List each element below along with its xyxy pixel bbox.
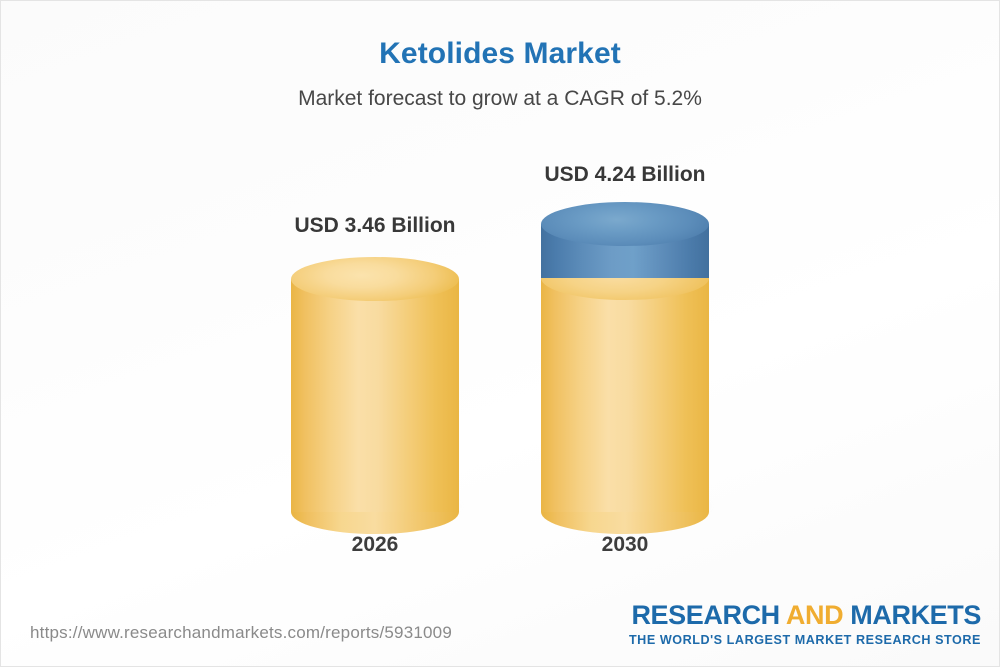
cylinder-bar-2030 — [541, 202, 713, 534]
logo-tagline: THE WORLD'S LARGEST MARKET RESEARCH STOR… — [628, 633, 981, 648]
cylinder-top-cap-2030 — [541, 202, 709, 246]
logo-text-markets: MARKETS — [850, 600, 981, 630]
category-label-2026: 2026 — [351, 533, 399, 556]
research-and-markets-logo[interactable]: RESEARCH AND MARKETS THE WORLD'S LARGEST… — [628, 601, 981, 648]
source-url[interactable]: https://www.researchandmarkets.com/repor… — [30, 623, 452, 642]
cylinder-body-yellow-2030 — [541, 278, 709, 512]
cylinder-body-yellow-2026 — [291, 279, 459, 512]
data-label-2030: USD 4.24 Billion — [544, 163, 706, 186]
logo-text-research: RESEARCH — [631, 600, 780, 630]
cylinder-bar-2026 — [291, 257, 463, 534]
data-label-2026: USD 3.46 Billion — [294, 214, 456, 237]
logo-wordmark: RESEARCH AND MARKETS — [629, 601, 981, 629]
category-label-2030: 2030 — [601, 533, 649, 556]
chart-header: Ketolides Market Market forecast to grow… — [1, 1, 999, 111]
page-title: Ketolides Market — [379, 37, 621, 70]
cylinder-top-cap-2026 — [291, 257, 459, 301]
logo-text-and: AND — [785, 600, 844, 630]
chart-subtitle: Market forecast to grow at a CAGR of 5.2… — [298, 87, 702, 110]
